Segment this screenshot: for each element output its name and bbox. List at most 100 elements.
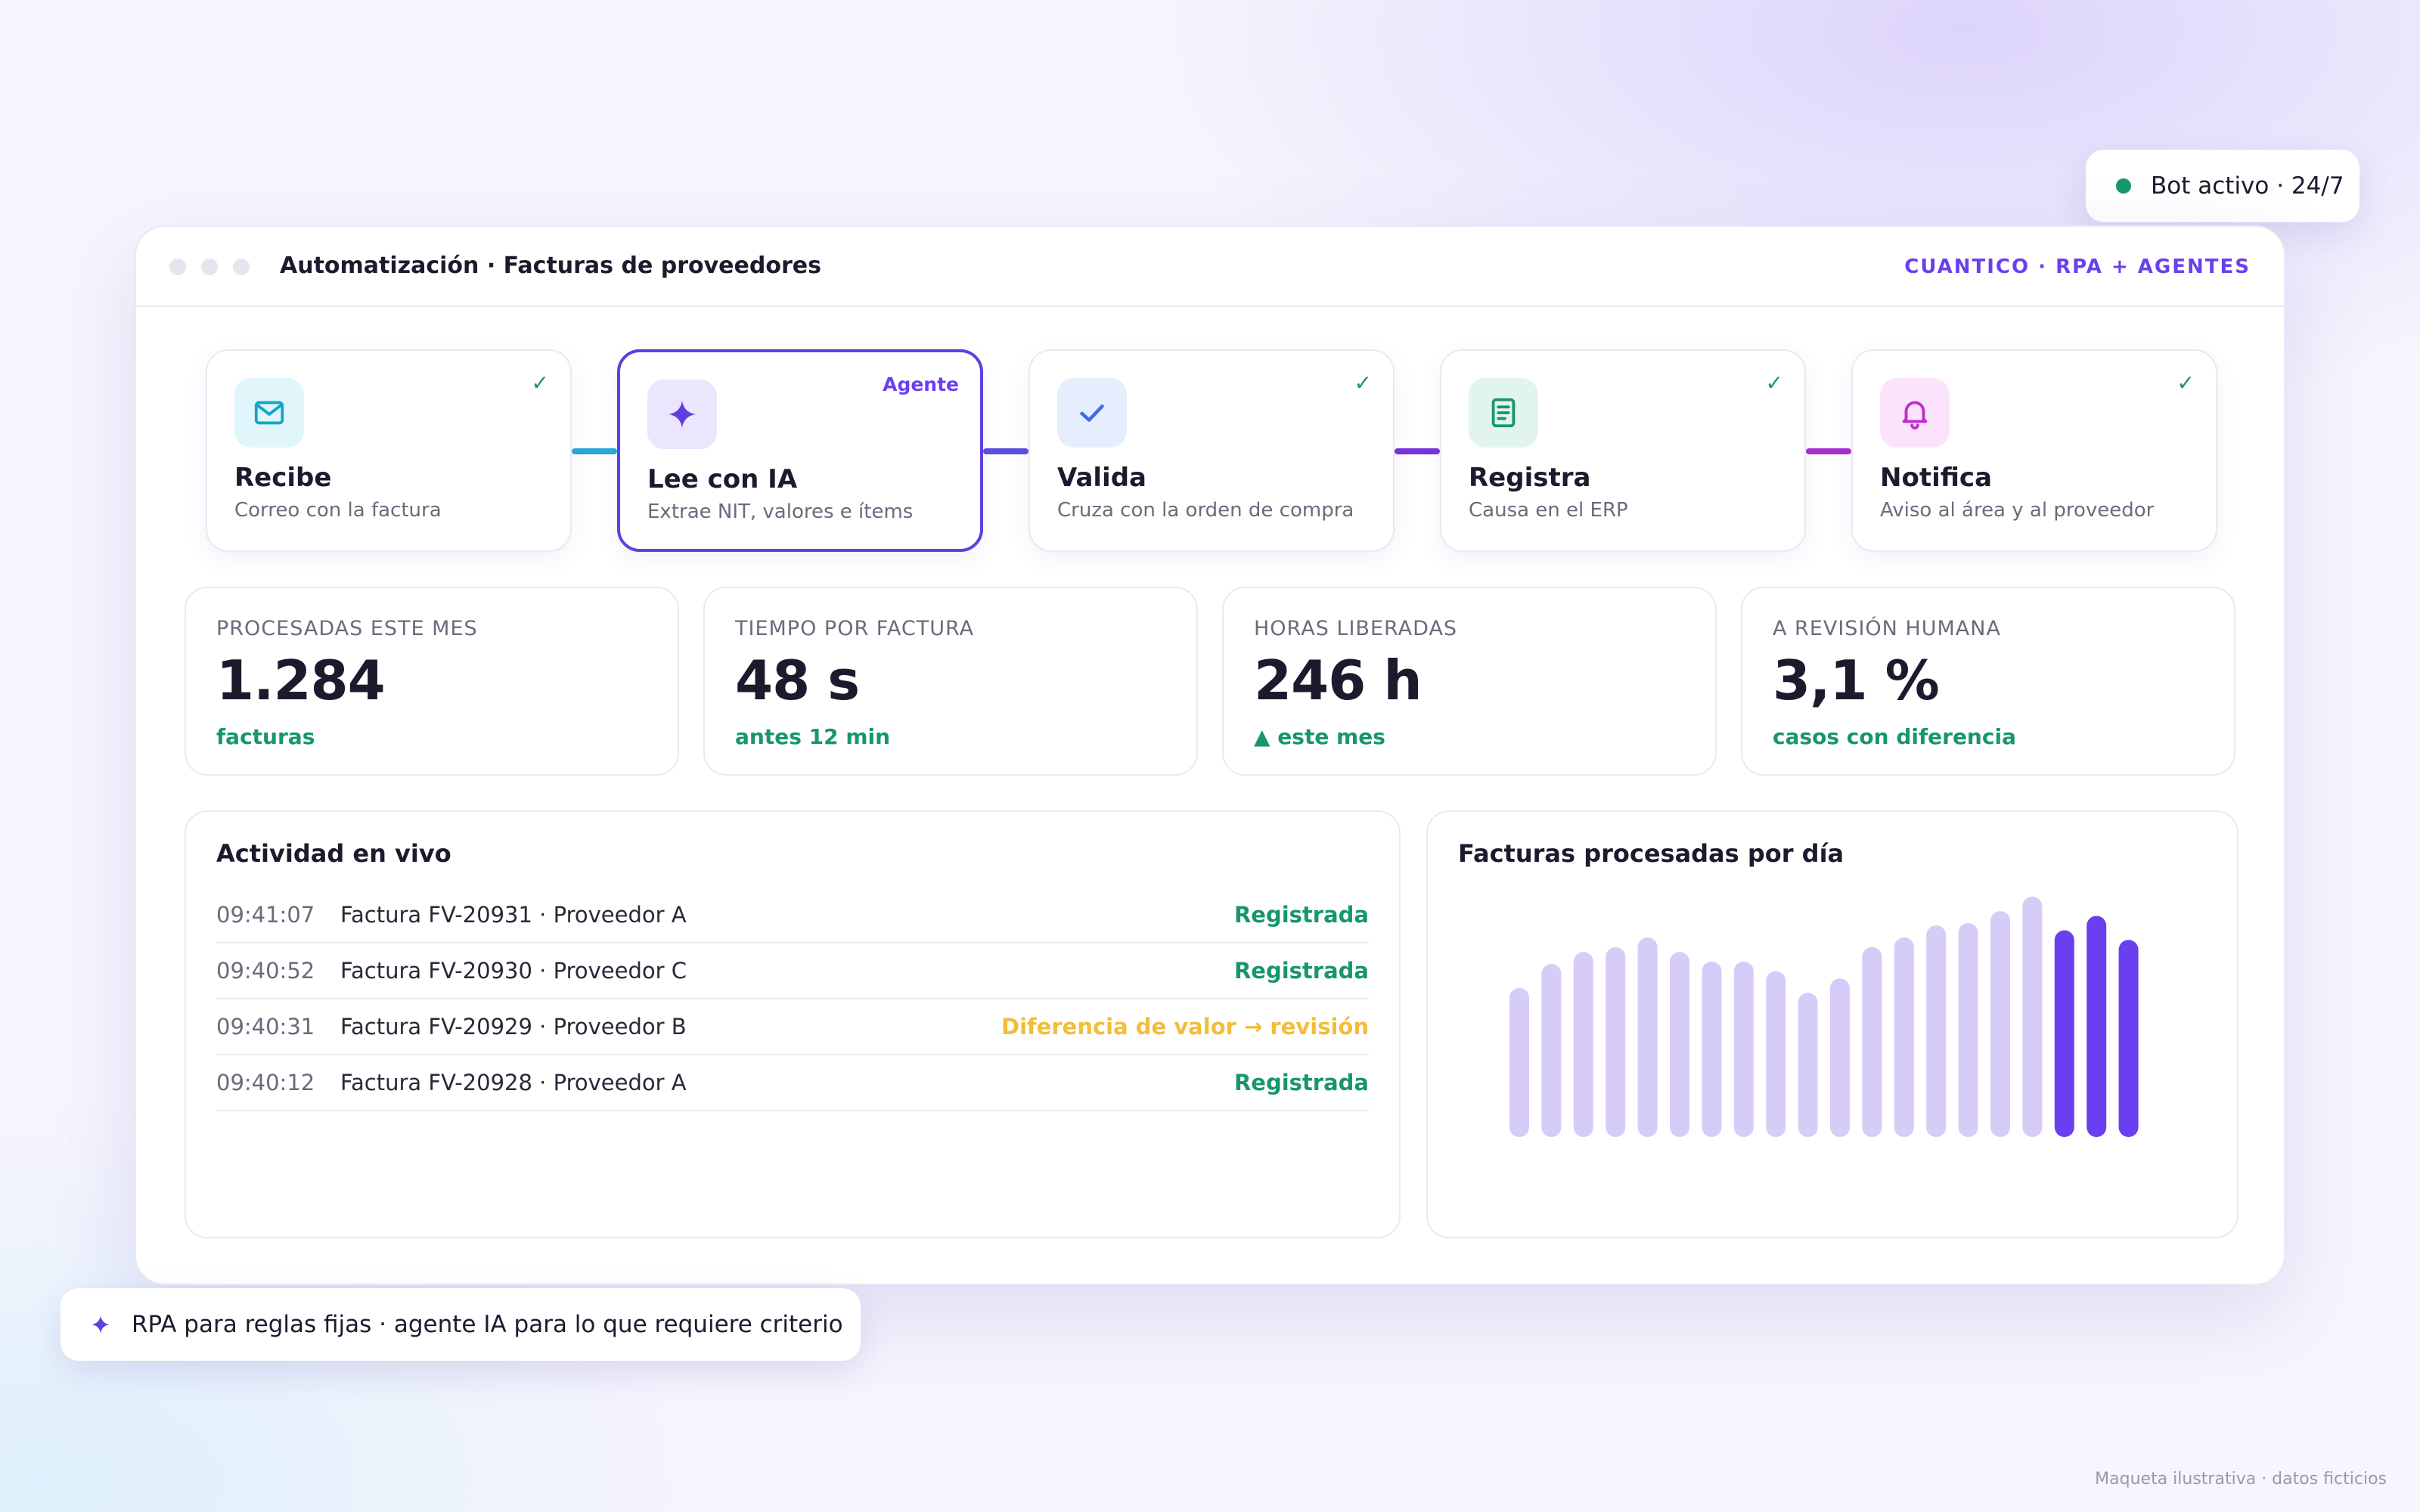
activity-row[interactable]: 09:40:52 Factura FV-20930 · Proveedor C … — [216, 943, 1369, 999]
kpi-label: TIEMPO POR FACTURA — [735, 617, 975, 640]
footnote: Maqueta ilustrativa · datos ficticios — [2095, 1470, 2387, 1489]
activity-row[interactable]: 09:40:31 Factura FV-20929 · Proveedor B … — [216, 999, 1369, 1055]
chart-bar[interactable] — [1541, 964, 1562, 1137]
activity-list: 09:41:07 Factura FV-20931 · Proveedor A … — [216, 888, 1369, 1111]
chart-title: Facturas procesadas por día — [1458, 839, 1844, 868]
activity-row[interactable]: 09:41:07 Factura FV-20931 · Proveedor A … — [216, 888, 1369, 943]
chart-bar[interactable] — [1573, 952, 1593, 1137]
bar-chart — [1509, 897, 2139, 1137]
bot-status-badge: Bot activo · 24/7 — [2086, 150, 2360, 222]
step-description: Aviso al área y al proveedor — [1880, 499, 2155, 522]
sparkle-icon — [647, 380, 717, 449]
chart-bar[interactable] — [1733, 961, 1754, 1137]
chart-bar[interactable] — [1926, 925, 1947, 1137]
chart-bar[interactable] — [1958, 922, 1978, 1137]
activity-status: Registrada — [1233, 958, 1369, 984]
activity-status: Diferencia de valor → revisión — [1001, 1014, 1369, 1040]
window-titlebar: Automatización · Facturas de proveedores… — [136, 227, 2284, 307]
kpi-card-procesadas: PROCESADAS ESTE MES 1.284 facturas — [185, 587, 679, 776]
chart-bar[interactable] — [2054, 930, 2074, 1137]
activity-row[interactable]: 09:40:12 Factura FV-20928 · Proveedor A … — [216, 1055, 1369, 1111]
kpi-label: HORAS LIBERADAS — [1254, 617, 1458, 640]
step-title: Valida — [1057, 463, 1146, 493]
chart-bar[interactable] — [1606, 947, 1626, 1137]
workflow-steps: ✓ Recibe Correo con la factura Agente Le… — [206, 349, 2217, 552]
activity-status: Registrada — [1233, 1070, 1369, 1095]
check-icon: ✓ — [2176, 370, 2195, 395]
step-title: Recibe — [234, 463, 332, 493]
brand-label: CUANTICO · RPA + AGENTES — [1904, 256, 2251, 278]
step-title: Registra — [1469, 463, 1591, 493]
kpi-subtext: antes 12 min — [735, 724, 891, 749]
activity-description: Factura FV-20929 · Proveedor B — [340, 1014, 687, 1040]
kpi-card-horas: HORAS LIBERADAS 246 h ▲ este mes — [1222, 587, 1717, 776]
kpi-subtext: casos con diferencia — [1773, 724, 2016, 749]
activity-status: Registrada — [1233, 902, 1369, 928]
sparkle-icon — [92, 1315, 110, 1334]
step-title: Notifica — [1880, 463, 1993, 493]
status-dot-icon — [2116, 178, 2131, 194]
chart-bar[interactable] — [1894, 937, 1914, 1137]
chart-bar[interactable] — [1509, 987, 1529, 1137]
step-connector — [1395, 448, 1440, 454]
step-description: Correo con la factura — [234, 499, 442, 522]
agent-badge: Agente — [883, 373, 959, 395]
step-card-valida[interactable]: ✓ Valida Cruza con la orden de compra — [1028, 349, 1395, 552]
step-card-notifica[interactable]: ✓ Notifica Aviso al área y al proveedor — [1851, 349, 2217, 552]
step-title: Lee con IA — [647, 464, 798, 494]
chart-bar[interactable] — [1637, 937, 1658, 1137]
chart-bar[interactable] — [1670, 952, 1689, 1137]
kpi-value: 48 s — [735, 649, 860, 712]
step-connector — [1806, 448, 1851, 454]
chart-bar[interactable] — [1766, 971, 1786, 1137]
chart-bar[interactable] — [2086, 916, 2107, 1137]
checkmark-icon — [1057, 378, 1127, 448]
chart-bar[interactable] — [1990, 911, 2010, 1137]
step-description: Causa en el ERP — [1469, 499, 1628, 522]
activity-description: Factura FV-20928 · Proveedor A — [340, 1070, 687, 1095]
window-minimize-dot[interactable] — [201, 259, 218, 275]
step-card-registra[interactable]: ✓ Registra Causa en el ERP — [1440, 349, 1806, 552]
kpi-card-tiempo: TIEMPO POR FACTURA 48 s antes 12 min — [703, 587, 1198, 776]
kpi-value: 1.284 — [216, 649, 386, 712]
kpi-value: 3,1 % — [1773, 649, 1940, 712]
activity-time: 09:40:12 — [216, 1070, 315, 1095]
tagline-badge: RPA para reglas fijas · agente IA para l… — [60, 1288, 861, 1361]
kpi-value: 246 h — [1254, 649, 1423, 712]
step-connector — [983, 448, 1028, 454]
chart-bar[interactable] — [1702, 961, 1722, 1137]
app-window: Automatización · Facturas de proveedores… — [135, 225, 2285, 1285]
activity-time: 09:40:31 — [216, 1014, 315, 1040]
activity-time: 09:40:52 — [216, 958, 315, 984]
step-card-recibe[interactable]: ✓ Recibe Correo con la factura — [206, 349, 572, 552]
window-maximize-dot[interactable] — [233, 259, 250, 275]
bell-icon — [1880, 378, 1950, 448]
chart-bar[interactable] — [2022, 897, 2043, 1137]
step-card-lee-con-ia[interactable]: Agente Lee con IA Extrae NIT, valores e … — [617, 349, 983, 552]
kpi-subtext: ▲ este mes — [1254, 724, 1385, 749]
mail-icon — [234, 378, 304, 448]
chart-bar[interactable] — [1862, 947, 1882, 1137]
check-icon: ✓ — [1354, 370, 1372, 395]
window-title: Automatización · Facturas de proveedores — [280, 253, 821, 279]
activity-time: 09:41:07 — [216, 902, 315, 928]
chart-bar[interactable] — [1830, 978, 1850, 1137]
step-connector — [572, 448, 617, 454]
document-icon — [1469, 378, 1538, 448]
chart-bar[interactable] — [2118, 940, 2139, 1137]
window-close-dot[interactable] — [169, 259, 186, 275]
chart-panel: Facturas procesadas por día — [1426, 810, 2238, 1238]
tagline-text: RPA para reglas fijas · agente IA para l… — [132, 1311, 843, 1338]
check-icon: ✓ — [531, 370, 549, 395]
kpi-subtext: facturas — [216, 724, 315, 749]
step-description: Extrae NIT, valores e ítems — [647, 500, 914, 523]
kpi-label: PROCESADAS ESTE MES — [216, 617, 478, 640]
check-icon: ✓ — [1765, 370, 1783, 395]
activity-description: Factura FV-20931 · Proveedor A — [340, 902, 687, 928]
activity-description: Factura FV-20930 · Proveedor C — [340, 958, 687, 984]
kpi-card-revision: A REVISIÓN HUMANA 3,1 % casos con difere… — [1741, 587, 2235, 776]
bot-status-text: Bot activo · 24/7 — [2151, 172, 2344, 200]
activity-title: Actividad en vivo — [216, 839, 451, 868]
chart-bar[interactable] — [1798, 993, 1818, 1137]
activity-panel: Actividad en vivo 09:41:07 Factura FV-20… — [185, 810, 1401, 1238]
